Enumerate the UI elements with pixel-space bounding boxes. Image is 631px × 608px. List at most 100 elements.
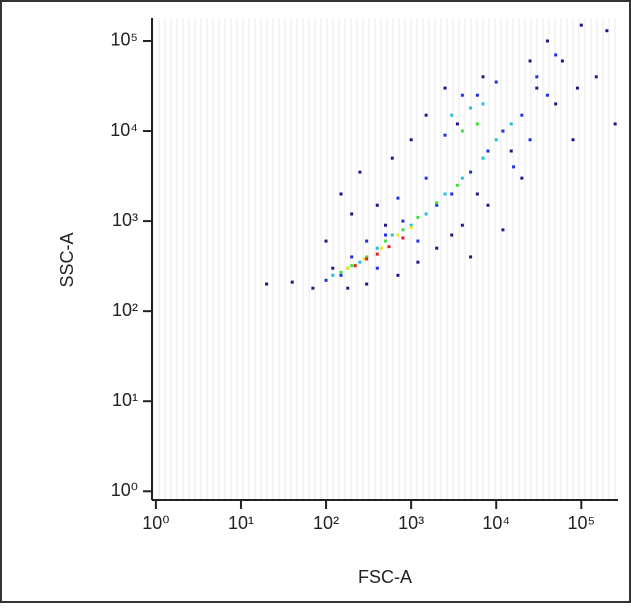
point <box>571 138 575 142</box>
point <box>324 278 328 282</box>
point <box>435 201 439 205</box>
point <box>435 203 439 207</box>
point <box>560 59 564 63</box>
x-axis-label: FSC-A <box>358 567 412 587</box>
point <box>384 239 388 243</box>
point <box>455 122 459 126</box>
point <box>416 239 420 243</box>
point <box>375 246 379 250</box>
point <box>424 176 428 180</box>
point <box>554 102 558 106</box>
point <box>520 113 524 117</box>
point <box>409 138 413 142</box>
y-tick-label: 10³ <box>112 210 138 230</box>
point <box>545 39 549 43</box>
x-tick-label: 10⁵ <box>568 513 595 533</box>
point <box>265 282 269 286</box>
point <box>450 192 454 196</box>
point <box>605 29 609 33</box>
point <box>481 102 485 106</box>
point <box>396 196 400 200</box>
point <box>390 233 394 237</box>
point <box>443 86 447 90</box>
y-tick-label: 10² <box>112 300 138 320</box>
point <box>460 176 464 180</box>
point <box>443 133 447 137</box>
point <box>469 255 473 259</box>
point <box>375 252 379 256</box>
point <box>358 170 362 174</box>
point <box>353 264 357 268</box>
point <box>520 176 524 180</box>
x-tick-label: 10³ <box>398 513 424 533</box>
plot-area <box>152 18 618 500</box>
point <box>331 273 335 277</box>
y-axis-label: SSC-A <box>57 232 77 287</box>
point <box>401 236 405 240</box>
point <box>509 149 513 153</box>
point <box>339 192 343 196</box>
point <box>350 255 354 259</box>
point <box>424 212 428 216</box>
y-tick-label: 10¹ <box>112 390 138 410</box>
point <box>401 219 405 223</box>
y-tick-label: 10⁵ <box>111 30 138 50</box>
point <box>416 215 420 219</box>
point <box>613 122 617 126</box>
point <box>362 257 366 261</box>
point <box>481 156 485 160</box>
point <box>311 286 315 290</box>
point <box>460 223 464 227</box>
point <box>443 192 447 196</box>
point <box>380 246 384 250</box>
point <box>528 59 532 63</box>
point <box>554 53 558 57</box>
point <box>401 228 405 232</box>
x-tick-label: 10⁰ <box>142 513 169 533</box>
point <box>435 246 439 250</box>
point <box>469 170 473 174</box>
point <box>331 266 335 270</box>
point <box>346 286 350 290</box>
point <box>339 273 343 277</box>
x-tick-label: 10¹ <box>228 513 254 533</box>
point <box>390 156 394 160</box>
point <box>384 233 388 237</box>
point <box>486 203 490 207</box>
point <box>460 93 464 97</box>
point <box>494 80 498 84</box>
point <box>365 282 369 286</box>
point <box>475 122 479 126</box>
point <box>528 138 532 142</box>
point <box>387 245 391 249</box>
point <box>358 260 362 264</box>
point <box>409 225 413 229</box>
point <box>365 257 369 261</box>
point <box>396 273 400 277</box>
point <box>509 122 513 126</box>
point <box>365 255 369 259</box>
point <box>594 75 598 79</box>
point <box>450 113 454 117</box>
point <box>579 23 583 27</box>
point <box>375 203 379 207</box>
point <box>512 165 516 169</box>
point <box>409 223 413 227</box>
point <box>346 266 350 270</box>
point <box>545 93 549 97</box>
x-tick-label: 10² <box>313 513 339 533</box>
point <box>575 86 579 90</box>
point <box>416 260 420 264</box>
point <box>475 192 479 196</box>
y-tick-label: 10⁴ <box>110 120 138 140</box>
x-tick-label: 10⁴ <box>482 513 510 533</box>
y-tick-label: 10⁰ <box>111 480 138 500</box>
point <box>475 93 479 97</box>
point <box>290 280 294 284</box>
point <box>481 75 485 79</box>
point <box>324 239 328 243</box>
point <box>384 223 388 227</box>
